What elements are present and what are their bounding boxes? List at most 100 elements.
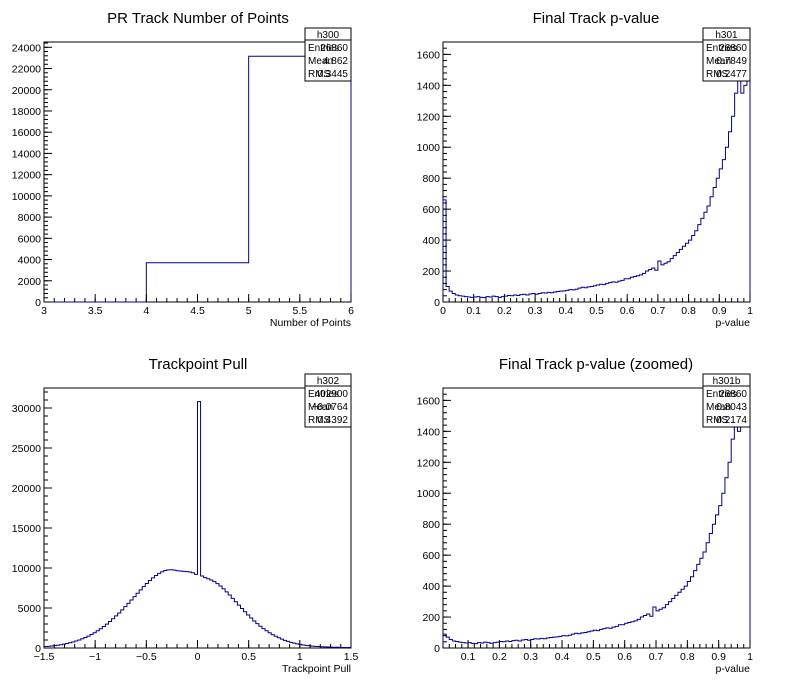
chart-3-ytick-label: 30000 xyxy=(12,403,41,415)
chart-1-ytick-label: 20000 xyxy=(12,85,41,97)
chart-1-xtick-label: 3 xyxy=(41,305,47,317)
chart-2-ytick-label: 0 xyxy=(434,297,440,309)
chart-3-xtick-label: 0 xyxy=(195,651,201,663)
chart-2-title: Final Track p-value xyxy=(533,10,660,27)
chart-3-stats-key: RMS xyxy=(308,415,331,426)
chart-2-ytick-label: 1400 xyxy=(417,80,441,92)
chart-1-stats-key: RMS xyxy=(308,69,331,80)
chart-4-stats-value: 26860 xyxy=(719,389,747,400)
chart-3-xlabel: Trackpoint Pull xyxy=(282,663,351,675)
chart-4-ytick-label: 0 xyxy=(434,643,440,655)
chart-2-stats-value: 0.2477 xyxy=(716,69,747,80)
chart-4-xtick-label: 0.9 xyxy=(711,651,726,663)
chart-1-xtick-label: 4.5 xyxy=(190,305,205,317)
chart-4-ytick-label: 400 xyxy=(422,581,440,593)
chart-4-xtick-label: 0.4 xyxy=(555,651,570,663)
chart-1-ytick-label: 2000 xyxy=(18,276,42,288)
chart-1-ytick-label: 12000 xyxy=(12,170,41,182)
chart-3-ytick-label: 0 xyxy=(35,643,41,655)
chart-1-xtick-label: 4 xyxy=(143,305,149,317)
chart-2-xlabel: p-value xyxy=(716,317,751,329)
chart-2-stats-value: 26860 xyxy=(719,43,747,54)
chart-3-ytick-label: 20000 xyxy=(12,483,41,495)
chart-2-xtick-label: 0.1 xyxy=(466,305,481,317)
chart-3-stats-box xyxy=(304,373,352,428)
chart-1-xtick-label: 6 xyxy=(348,305,354,317)
chart-3-stats-value: 402900 xyxy=(315,389,349,400)
chart-2-xtick-label: 0.5 xyxy=(589,305,604,317)
chart-4-xtick-label: 0.3 xyxy=(523,651,538,663)
chart-2-xtick-label: 1 xyxy=(747,305,753,317)
chart-4-histogram-line xyxy=(442,392,751,648)
chart-1-ytick-label: 6000 xyxy=(18,233,42,245)
chart-2-xtick-label: 0.8 xyxy=(681,305,696,317)
chart-4-stats-name: h301b xyxy=(713,376,741,387)
chart-3-stats-key: Mean xyxy=(308,402,333,413)
chart-1-ytick-label: 4000 xyxy=(18,255,42,267)
chart-4-xtick-label: 0.7 xyxy=(649,651,664,663)
chart-2-stats-value: 0.7849 xyxy=(716,56,747,67)
chart-3-stats-value: −0.0764 xyxy=(312,402,349,413)
chart-1-ytick-label: 22000 xyxy=(12,64,41,76)
chart-2-ytick-label: 800 xyxy=(422,173,440,185)
chart-1-stats-value: 4.862 xyxy=(323,56,348,67)
chart-4-xtick-label: 1 xyxy=(747,651,753,663)
chart-1-stats-box xyxy=(304,27,352,82)
chart-3-ytick-label: 5000 xyxy=(18,603,42,615)
chart-4-xlabel: p-value xyxy=(716,663,751,675)
chart-4-xtick-label: 0.6 xyxy=(617,651,632,663)
chart-1-ytick-label: 8000 xyxy=(18,212,42,224)
chart-3-stats-name: h302 xyxy=(317,376,340,387)
chart-4-ytick-label: 1400 xyxy=(417,426,441,438)
chart-3-xtick-label: −0.5 xyxy=(136,651,157,663)
chart-3-xtick-label: −1 xyxy=(89,651,101,663)
chart-3-ytick-label: 15000 xyxy=(12,523,41,535)
chart-2-xtick-label: 0.2 xyxy=(497,305,512,317)
chart-4-xtick-label: 0.5 xyxy=(586,651,601,663)
chart-1-xlabel: Number of Points xyxy=(270,317,351,329)
chart-2-stats-name: h301 xyxy=(715,30,738,41)
chart-4-stats-key: Entries xyxy=(706,389,737,400)
chart-3-xtick-label: 1.5 xyxy=(344,651,359,663)
chart-2-ytick-label: 1000 xyxy=(417,142,441,154)
chart-1-ytick-label: 10000 xyxy=(12,191,41,203)
chart-4-stats-key: Mean xyxy=(706,402,731,413)
chart-2-stats-key: RMS xyxy=(706,69,729,80)
chart-1-xtick-label: 3.5 xyxy=(88,305,103,317)
chart-4-stats-value: 0.8043 xyxy=(716,402,747,413)
chart-2-histogram-line xyxy=(442,46,751,302)
chart-1-histogram-line xyxy=(44,55,352,303)
chart-2-stats-key: Entries xyxy=(706,43,737,54)
chart-1-stats-key: Entries xyxy=(308,43,339,54)
chart-3-ytick-label: 25000 xyxy=(12,443,41,455)
chart-3-title: Trackpoint Pull xyxy=(149,356,248,373)
chart-1-ytick-label: 14000 xyxy=(12,148,41,160)
chart-3-stats-value: 0.4392 xyxy=(317,415,348,426)
chart-1-stats-value: 0.3445 xyxy=(317,69,348,80)
chart-2-ytick-label: 600 xyxy=(422,204,440,216)
chart-4-stats-key: RMS xyxy=(706,415,729,426)
chart-1-xtick-label: 5.5 xyxy=(293,305,308,317)
chart-4-xtick-label: 0.2 xyxy=(492,651,507,663)
chart-1-stats-value: 26860 xyxy=(320,43,348,54)
chart-1-ytick-label: 24000 xyxy=(12,42,41,54)
chart-2-ytick-label: 200 xyxy=(422,266,440,278)
chart-4-ytick-label: 200 xyxy=(422,612,440,624)
chart-1-ytick-label: 18000 xyxy=(12,106,41,118)
chart-2-stats-box xyxy=(702,27,751,82)
chart-2-xtick-label: 0.6 xyxy=(620,305,635,317)
chart-4-ytick-label: 1600 xyxy=(417,395,441,407)
chart-1-stats-name: h300 xyxy=(317,30,340,41)
chart-4-ytick-label: 800 xyxy=(422,519,440,531)
chart-4-stats-box xyxy=(702,373,751,428)
chart-3-xtick-label: 0.5 xyxy=(241,651,256,663)
chart-1-ytick-label: 0 xyxy=(35,297,41,309)
chart-2-xtick-label: 0.4 xyxy=(558,305,573,317)
chart-4-xtick-label: 0.8 xyxy=(680,651,695,663)
chart-3-ytick-label: 10000 xyxy=(12,563,41,575)
chart-4-xtick-label: 0.1 xyxy=(461,651,476,663)
chart-2-ytick-label: 1200 xyxy=(417,111,441,123)
chart-4-title: Final Track p-value (zoomed) xyxy=(499,356,693,373)
chart-4-ytick-label: 600 xyxy=(422,550,440,562)
